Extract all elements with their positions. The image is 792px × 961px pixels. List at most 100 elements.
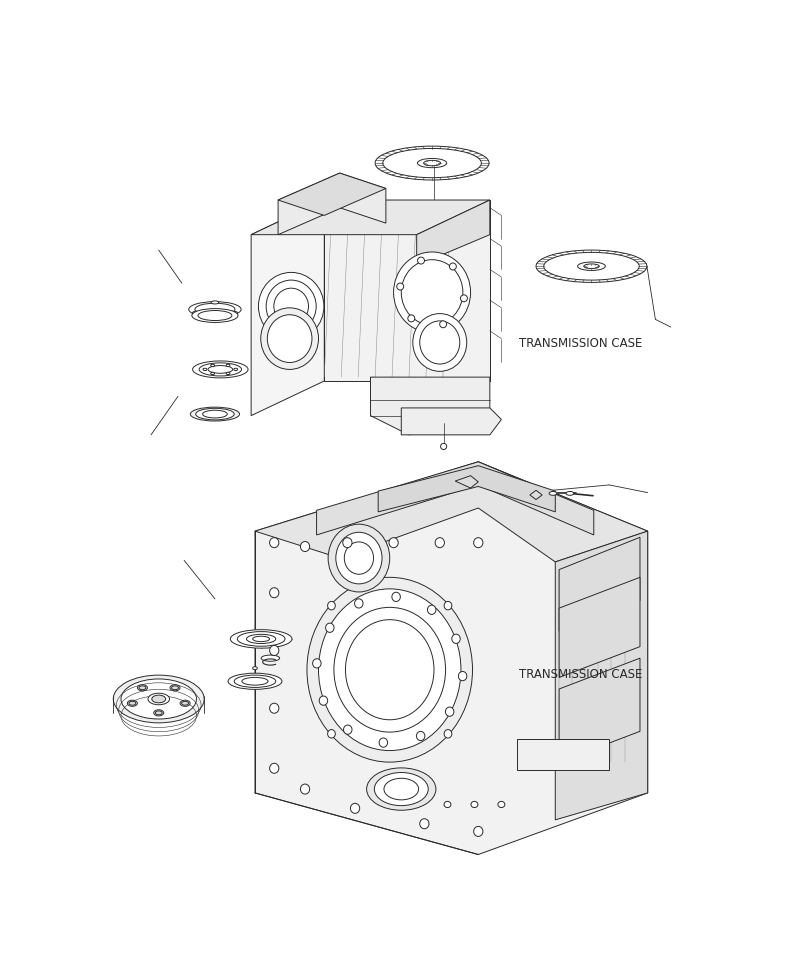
Polygon shape [516, 739, 609, 770]
Ellipse shape [253, 636, 269, 642]
Polygon shape [255, 462, 648, 562]
Ellipse shape [269, 763, 279, 774]
Polygon shape [371, 377, 489, 435]
Ellipse shape [413, 313, 466, 371]
Ellipse shape [318, 589, 461, 751]
Polygon shape [555, 531, 648, 820]
Ellipse shape [261, 655, 280, 661]
Text: TRANSMISSION CASE: TRANSMISSION CASE [519, 668, 642, 680]
Ellipse shape [268, 315, 312, 362]
Ellipse shape [577, 262, 605, 270]
Ellipse shape [154, 710, 164, 716]
Polygon shape [251, 200, 324, 415]
Ellipse shape [444, 602, 452, 610]
Ellipse shape [384, 778, 419, 800]
Ellipse shape [336, 532, 382, 584]
Polygon shape [251, 200, 489, 234]
Ellipse shape [172, 686, 178, 690]
Ellipse shape [253, 667, 257, 670]
Ellipse shape [424, 160, 440, 165]
Ellipse shape [211, 372, 215, 375]
Ellipse shape [319, 696, 328, 705]
Ellipse shape [328, 524, 390, 592]
Ellipse shape [544, 253, 639, 280]
Ellipse shape [230, 629, 292, 648]
Ellipse shape [350, 803, 360, 813]
Ellipse shape [300, 541, 310, 552]
Ellipse shape [113, 676, 204, 723]
Ellipse shape [549, 491, 557, 495]
Ellipse shape [266, 280, 316, 333]
Ellipse shape [408, 315, 415, 322]
Ellipse shape [269, 646, 279, 655]
Ellipse shape [190, 407, 239, 421]
Polygon shape [559, 578, 640, 678]
Ellipse shape [445, 707, 454, 716]
Polygon shape [417, 200, 489, 265]
Ellipse shape [428, 605, 436, 614]
Ellipse shape [274, 288, 309, 325]
Ellipse shape [328, 729, 335, 738]
Ellipse shape [203, 368, 207, 371]
Ellipse shape [392, 592, 400, 602]
Ellipse shape [155, 711, 162, 715]
Ellipse shape [300, 784, 310, 794]
Ellipse shape [375, 773, 428, 805]
Ellipse shape [196, 408, 234, 420]
Ellipse shape [121, 679, 196, 719]
Ellipse shape [474, 826, 483, 836]
Polygon shape [255, 462, 648, 854]
Ellipse shape [383, 148, 482, 178]
Ellipse shape [226, 372, 230, 375]
Polygon shape [278, 173, 386, 234]
Ellipse shape [138, 684, 147, 691]
Ellipse shape [269, 703, 279, 713]
Polygon shape [278, 173, 386, 215]
Ellipse shape [379, 738, 387, 748]
Ellipse shape [417, 731, 425, 741]
Ellipse shape [192, 361, 248, 378]
Ellipse shape [345, 620, 434, 720]
Ellipse shape [420, 819, 429, 828]
Ellipse shape [128, 701, 137, 706]
Ellipse shape [129, 702, 136, 705]
Ellipse shape [211, 301, 219, 304]
Polygon shape [559, 658, 640, 762]
Ellipse shape [498, 801, 505, 807]
Polygon shape [530, 490, 543, 500]
Ellipse shape [170, 684, 180, 691]
Ellipse shape [397, 283, 404, 290]
Ellipse shape [440, 321, 447, 328]
Ellipse shape [536, 250, 647, 283]
Polygon shape [379, 466, 555, 512]
Ellipse shape [152, 695, 166, 702]
Ellipse shape [242, 678, 268, 685]
Ellipse shape [208, 365, 233, 373]
Ellipse shape [355, 599, 363, 608]
Ellipse shape [148, 693, 169, 704]
Ellipse shape [192, 308, 238, 323]
Ellipse shape [195, 304, 235, 315]
Polygon shape [402, 407, 501, 435]
Text: TRANSMISSION CASE: TRANSMISSION CASE [519, 336, 642, 350]
Ellipse shape [188, 302, 241, 317]
Ellipse shape [420, 321, 460, 364]
Ellipse shape [199, 363, 242, 376]
Ellipse shape [345, 542, 374, 575]
Ellipse shape [238, 631, 285, 646]
Ellipse shape [246, 634, 276, 644]
Ellipse shape [474, 537, 483, 548]
Polygon shape [455, 476, 478, 488]
Polygon shape [317, 462, 594, 535]
Ellipse shape [326, 623, 334, 632]
Ellipse shape [435, 537, 444, 548]
Ellipse shape [234, 368, 238, 371]
Ellipse shape [367, 768, 436, 810]
Ellipse shape [444, 801, 451, 807]
Ellipse shape [203, 410, 227, 418]
Ellipse shape [228, 674, 282, 689]
Ellipse shape [192, 311, 200, 314]
Ellipse shape [198, 310, 232, 321]
Ellipse shape [389, 537, 398, 548]
Ellipse shape [343, 537, 352, 548]
